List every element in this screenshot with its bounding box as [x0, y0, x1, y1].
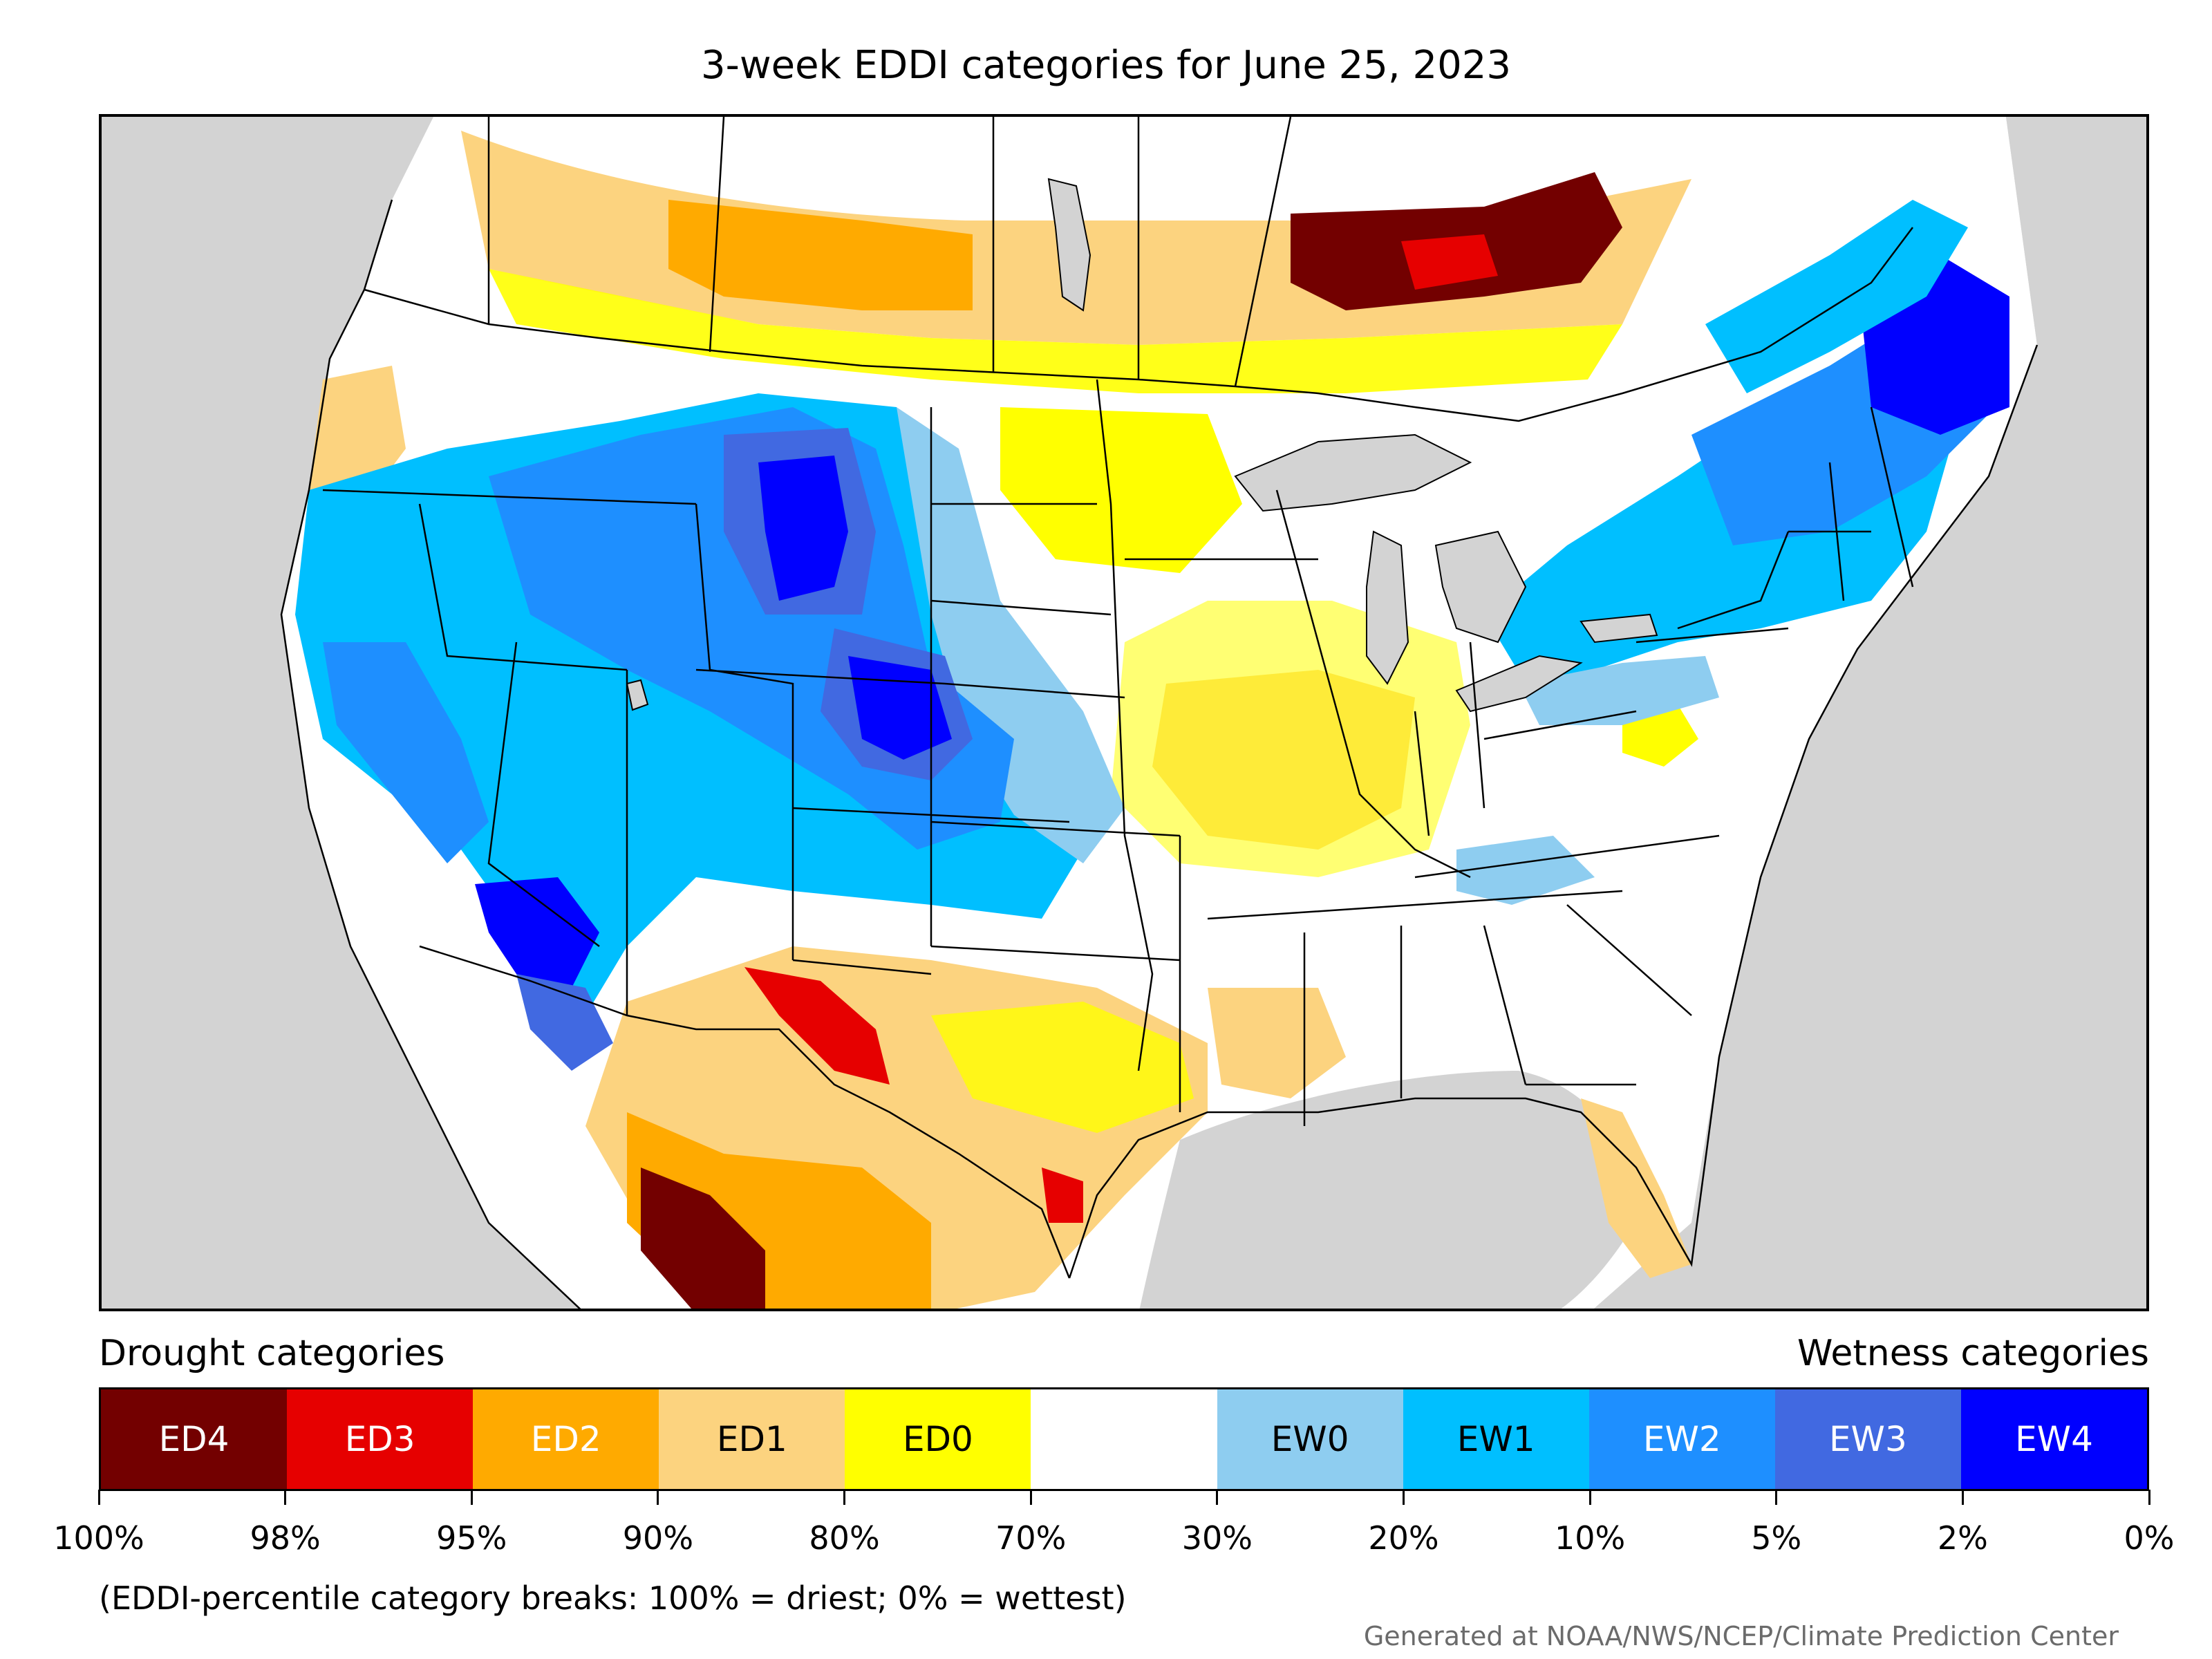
drought-categories-label: Drought categories — [99, 1333, 445, 1374]
colorbar-tick — [657, 1490, 659, 1505]
colorbar-cell-ew4: EW4 — [1960, 1389, 2148, 1489]
colorbar-cell-ew1: EW1 — [1403, 1389, 1589, 1489]
lake-michigan — [1366, 530, 1409, 685]
us-canada-border — [364, 227, 1913, 422]
colorbar-cell-ew3: EW3 — [1774, 1389, 1961, 1489]
pacific-ocean — [102, 117, 580, 1309]
colorbar-tick — [2148, 1490, 2150, 1505]
colorbar-cell-ed0: ED0 — [845, 1389, 1031, 1489]
colorbar-cell-none — [1031, 1389, 1217, 1489]
ew4-wyoming — [758, 456, 848, 601]
colorbar-cell-ed2: ED2 — [473, 1389, 659, 1489]
colorbar-tick — [97, 1490, 100, 1505]
wetness-categories-label: Wetness categories — [1797, 1333, 2149, 1374]
state-lines-west — [322, 407, 1070, 1015]
lakes — [626, 178, 1658, 713]
ed0-canada-band — [489, 269, 1622, 393]
ed4-mexico — [641, 1168, 765, 1309]
category-colorbar: ED4 ED3 ED2 ED1 ED0 EW0 EW1 EW2 EW3 EW4 — [99, 1387, 2149, 1491]
province-lines — [487, 117, 1292, 387]
ed3-texas-coast — [1042, 1168, 1083, 1223]
colorbar-tick-label: 20% — [1368, 1519, 1439, 1557]
colorbar-tick-label: 0% — [2124, 1519, 2175, 1557]
ew0-west-edge — [897, 407, 1125, 863]
ew4-arizona — [475, 877, 599, 988]
ew3-arizona — [516, 974, 613, 1071]
colorbar-cell-ew2: EW2 — [1588, 1389, 1775, 1489]
ew0-northeast-edge — [1519, 656, 1719, 725]
colorbar-tick — [284, 1490, 287, 1505]
gulf-of-mexico — [1139, 1071, 1650, 1309]
colorbar-tick — [1961, 1490, 1964, 1505]
colorbar-tick — [470, 1490, 473, 1505]
colorbar-tick — [1775, 1490, 1778, 1505]
us-mexico-border — [419, 945, 1071, 1279]
colorbar-tick — [1029, 1490, 1032, 1505]
colorbar-tick-label: 100% — [53, 1519, 144, 1557]
lake-winnipeg — [1047, 178, 1091, 312]
state-lines-central — [930, 379, 1181, 1112]
ed0-texas-edge — [931, 1002, 1194, 1133]
colorbar-tick-label: 95% — [436, 1519, 507, 1557]
category-footnote: (EDDI-percentile category breaks: 100% =… — [99, 1580, 1127, 1617]
ew2-california — [323, 642, 489, 863]
colorbar-tick-label: 30% — [1181, 1519, 1253, 1557]
colorbar-tick — [1402, 1490, 1405, 1505]
colorbar-tick — [843, 1490, 846, 1505]
colorbar-tick-label: 2% — [1937, 1519, 1988, 1557]
colorbar-tick-label: 90% — [622, 1519, 694, 1557]
ed2-saskatchewan — [668, 200, 973, 310]
source-credit: Generated at NOAA/NWS/NCEP/Climate Predi… — [1363, 1621, 2119, 1651]
colorbar-tick — [1216, 1490, 1219, 1505]
ed1-louisiana — [1208, 988, 1346, 1098]
great-salt-lake — [626, 679, 649, 711]
lake-ontario — [1580, 613, 1658, 644]
lake-huron — [1434, 530, 1527, 644]
coastline — [280, 199, 2038, 1309]
eddi-map — [99, 114, 2149, 1311]
colorbar-cell-ed4: ED4 — [101, 1389, 288, 1489]
ed0-virginia — [1622, 704, 1698, 767]
wetness-areas — [295, 200, 2009, 1071]
colorbar-tick-label: 70% — [995, 1519, 1067, 1557]
ed1-florida — [1581, 1098, 1691, 1278]
colorbar-cell-ed1: ED1 — [659, 1389, 845, 1489]
colorbar-cell-ew0: EW0 — [1217, 1389, 1403, 1489]
colorbar-tick-label: 10% — [1554, 1519, 1626, 1557]
colorbar-cell-ed3: ED3 — [287, 1389, 474, 1489]
ed3-new-mexico — [744, 967, 890, 1085]
colorbar-tick-label: 5% — [1751, 1519, 1802, 1557]
ed0-northern-plains — [1000, 407, 1242, 573]
boundaries — [322, 117, 1914, 1279]
state-lines-northeast — [1635, 406, 1914, 644]
ew0-kentucky — [1456, 836, 1595, 905]
lake-superior — [1234, 433, 1472, 512]
ed3-ontario-edge — [1401, 234, 1498, 290]
colorbar-tick — [1588, 1490, 1591, 1505]
lake-erie — [1455, 655, 1583, 713]
state-lines-east — [1125, 489, 1720, 1126]
colorbar-tick-label: 80% — [809, 1519, 880, 1557]
map-canvas — [102, 117, 2146, 1309]
map-title: 3-week EDDI categories for June 25, 2023 — [701, 43, 1511, 88]
atlantic-ocean — [1594, 117, 2146, 1309]
colorbar-tick-label: 98% — [250, 1519, 321, 1557]
